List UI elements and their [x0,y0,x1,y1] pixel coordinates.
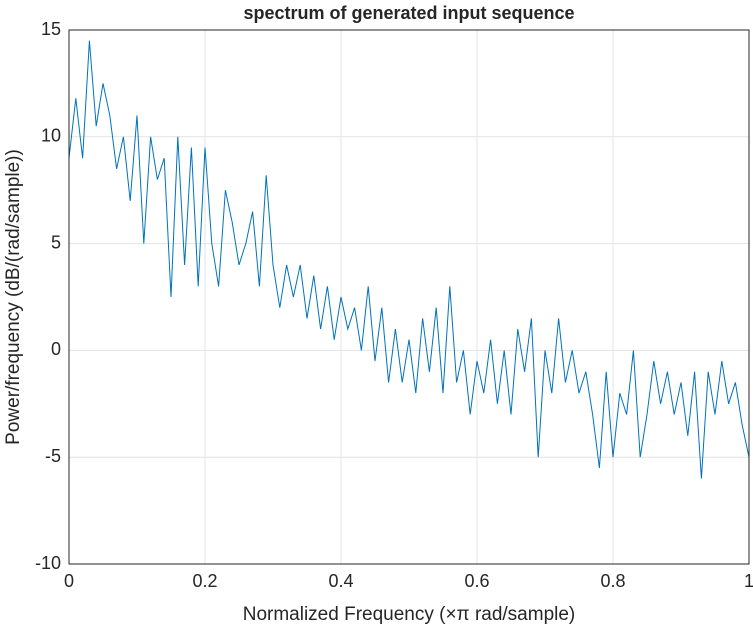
chart-title: spectrum of generated input sequence [243,3,574,23]
data-line [68,40,750,479]
y-tick-label: 15 [41,19,61,39]
x-tick-label: 0.4 [328,571,353,591]
x-tick-label: 0.6 [464,571,489,591]
y-tick-label: 0 [51,339,61,359]
y-tick-label: -5 [45,446,61,466]
y-tick-label: -10 [35,553,61,573]
x-tick-label: 0 [64,571,74,591]
plot-frame [68,29,750,565]
x-axis-label: Normalized Frequency (×π rad/sample) [243,604,576,625]
x-tick-label: 1 [744,571,753,591]
x-tick-label: 0.2 [192,571,217,591]
y-tick-label: 5 [51,232,61,252]
y-tick-label: 10 [41,126,61,146]
y-axis-label: Power/frequency (dB/(rad/sample)) [3,149,24,445]
x-tick-label: 0.8 [600,571,625,591]
